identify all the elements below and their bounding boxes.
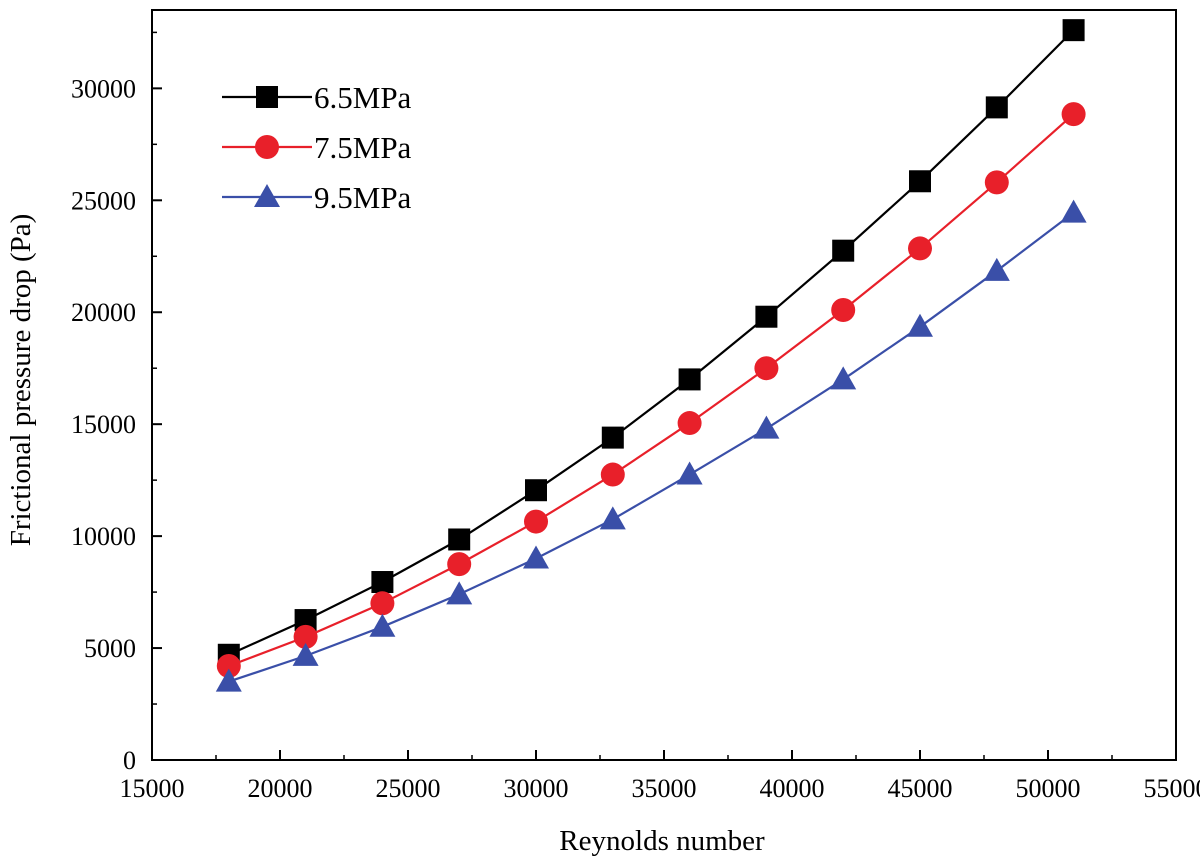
legend: 6.5MPa 7.5MPa 9.5MPa <box>222 80 412 215</box>
data-point-9.5MPa-45000 <box>907 313 933 337</box>
legend-marker-9.5MPa <box>254 184 280 207</box>
data-point-6.5MPa-42000 <box>832 239 855 262</box>
y-tick-label-15000: 15000 <box>71 410 136 439</box>
legend-label-9.5MPa: 9.5MPa <box>314 180 412 215</box>
data-point-7.5MPa-33000 <box>600 462 625 487</box>
legend-item-7.5MPa: 7.5MPa <box>222 130 412 165</box>
data-point-9.5MPa-39000 <box>753 415 780 439</box>
data-point-7.5MPa-18000 <box>216 653 241 678</box>
data-point-9.5MPa-33000 <box>599 506 626 530</box>
legend-label-6.5MPa: 6.5MPa <box>314 80 412 115</box>
data-point-6.5MPa-30000 <box>525 479 547 502</box>
y-tick-label-0: 0 <box>123 746 136 775</box>
data-point-9.5MPa-36000 <box>676 461 703 485</box>
data-point-9.5MPa-30000 <box>523 545 549 569</box>
data-point-9.5MPa-18000 <box>215 668 242 692</box>
data-point-9.5MPa-48000 <box>983 257 1010 281</box>
data-point-6.5MPa-33000 <box>601 426 624 449</box>
series-line-7.5MPa <box>228 113 1075 668</box>
x-tick-label-40000: 40000 <box>760 774 825 803</box>
data-point-6.5MPa-24000 <box>371 571 394 594</box>
x-tick-label-45000: 45000 <box>888 774 953 803</box>
x-tick-label-30000: 30000 <box>504 774 569 803</box>
series-9.5MPa <box>215 199 1087 692</box>
data-point-6.5MPa-36000 <box>678 368 701 391</box>
data-point-7.5MPa-48000 <box>984 170 1009 195</box>
x-tick-label-15000: 15000 <box>120 774 185 803</box>
data-point-6.5MPa-51000 <box>1062 19 1085 42</box>
series-layer <box>215 19 1087 692</box>
data-point-9.5MPa-42000 <box>830 366 857 390</box>
y-tick-label-10000: 10000 <box>71 522 136 551</box>
legend-marker-6.5MPa <box>256 86 278 108</box>
data-point-7.5MPa-42000 <box>831 298 856 322</box>
data-point-7.5MPa-36000 <box>677 411 702 436</box>
data-point-7.5MPa-51000 <box>1061 102 1086 127</box>
legend-item-9.5MPa: 9.5MPa <box>222 180 412 215</box>
data-point-9.5MPa-51000 <box>1060 199 1087 223</box>
x-axis-title: Reynolds number <box>559 825 765 857</box>
y-tick-label-25000: 25000 <box>71 186 136 215</box>
data-point-6.5MPa-48000 <box>985 96 1008 119</box>
data-point-6.5MPa-27000 <box>448 528 471 551</box>
y-tick-label-5000: 5000 <box>84 634 136 663</box>
data-point-6.5MPa-45000 <box>909 170 931 193</box>
data-point-9.5MPa-24000 <box>369 613 396 637</box>
x-tick-label-20000: 20000 <box>248 774 313 803</box>
legend-label-7.5MPa: 7.5MPa <box>314 130 412 165</box>
series-6.5MPa <box>217 19 1085 666</box>
axes: 15000 20000 25000 30000 35000 40000 45000 50000… <box>71 9 1200 803</box>
data-point-6.5MPa-21000 <box>294 609 317 632</box>
legend-marker-7.5MPa <box>255 135 279 159</box>
data-point-7.5MPa-30000 <box>524 509 548 534</box>
data-point-7.5MPa-27000 <box>447 552 472 577</box>
x-tick-label-35000: 35000 <box>632 774 697 803</box>
data-point-6.5MPa-39000 <box>755 305 778 328</box>
y-tick-label-30000: 30000 <box>71 74 136 103</box>
data-point-7.5MPa-24000 <box>370 591 395 616</box>
x-tick-label-25000: 25000 <box>376 774 441 803</box>
series-7.5MPa <box>216 102 1086 678</box>
data-point-9.5MPa-27000 <box>446 581 473 605</box>
data-point-7.5MPa-39000 <box>754 356 779 381</box>
y-tick-label-20000: 20000 <box>71 298 136 327</box>
y-axis-title: Frictional pressure drop (Pa) <box>5 214 37 547</box>
data-point-7.5MPa-45000 <box>908 236 932 261</box>
data-point-9.5MPa-21000 <box>292 642 319 666</box>
data-point-7.5MPa-21000 <box>293 624 318 649</box>
series-line-9.5MPa <box>228 211 1075 683</box>
series-line-6.5MPa <box>228 29 1075 656</box>
x-tick-label-50000: 50000 <box>1016 774 1081 803</box>
legend-item-6.5MPa: 6.5MPa <box>222 80 412 115</box>
